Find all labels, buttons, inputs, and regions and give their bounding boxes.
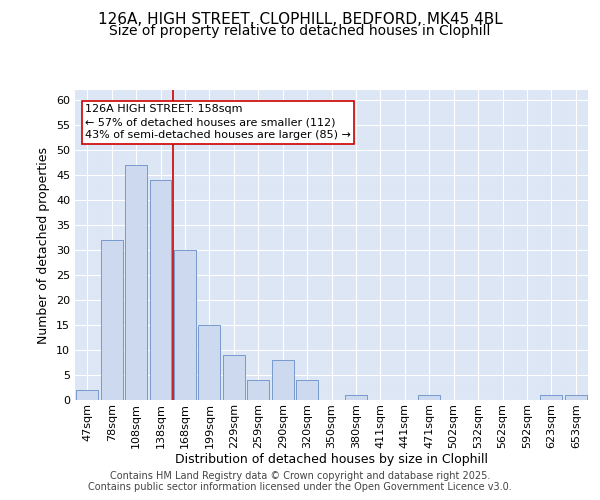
- Bar: [296, 380, 318, 400]
- Text: 126A, HIGH STREET, CLOPHILL, BEDFORD, MK45 4BL: 126A, HIGH STREET, CLOPHILL, BEDFORD, MK…: [98, 12, 502, 28]
- Bar: [125, 165, 147, 400]
- Text: Size of property relative to detached houses in Clophill: Size of property relative to detached ho…: [109, 24, 491, 38]
- Bar: [345, 395, 367, 400]
- Bar: [76, 390, 98, 400]
- Bar: [149, 180, 172, 400]
- Bar: [565, 395, 587, 400]
- Bar: [101, 240, 122, 400]
- X-axis label: Distribution of detached houses by size in Clophill: Distribution of detached houses by size …: [175, 454, 488, 466]
- Bar: [174, 250, 196, 400]
- Bar: [223, 355, 245, 400]
- Bar: [247, 380, 269, 400]
- Bar: [199, 325, 220, 400]
- Y-axis label: Number of detached properties: Number of detached properties: [37, 146, 50, 344]
- Bar: [418, 395, 440, 400]
- Bar: [541, 395, 562, 400]
- Bar: [272, 360, 293, 400]
- Text: Contains HM Land Registry data © Crown copyright and database right 2025.
Contai: Contains HM Land Registry data © Crown c…: [88, 471, 512, 492]
- Text: 126A HIGH STREET: 158sqm
← 57% of detached houses are smaller (112)
43% of semi-: 126A HIGH STREET: 158sqm ← 57% of detach…: [85, 104, 351, 141]
